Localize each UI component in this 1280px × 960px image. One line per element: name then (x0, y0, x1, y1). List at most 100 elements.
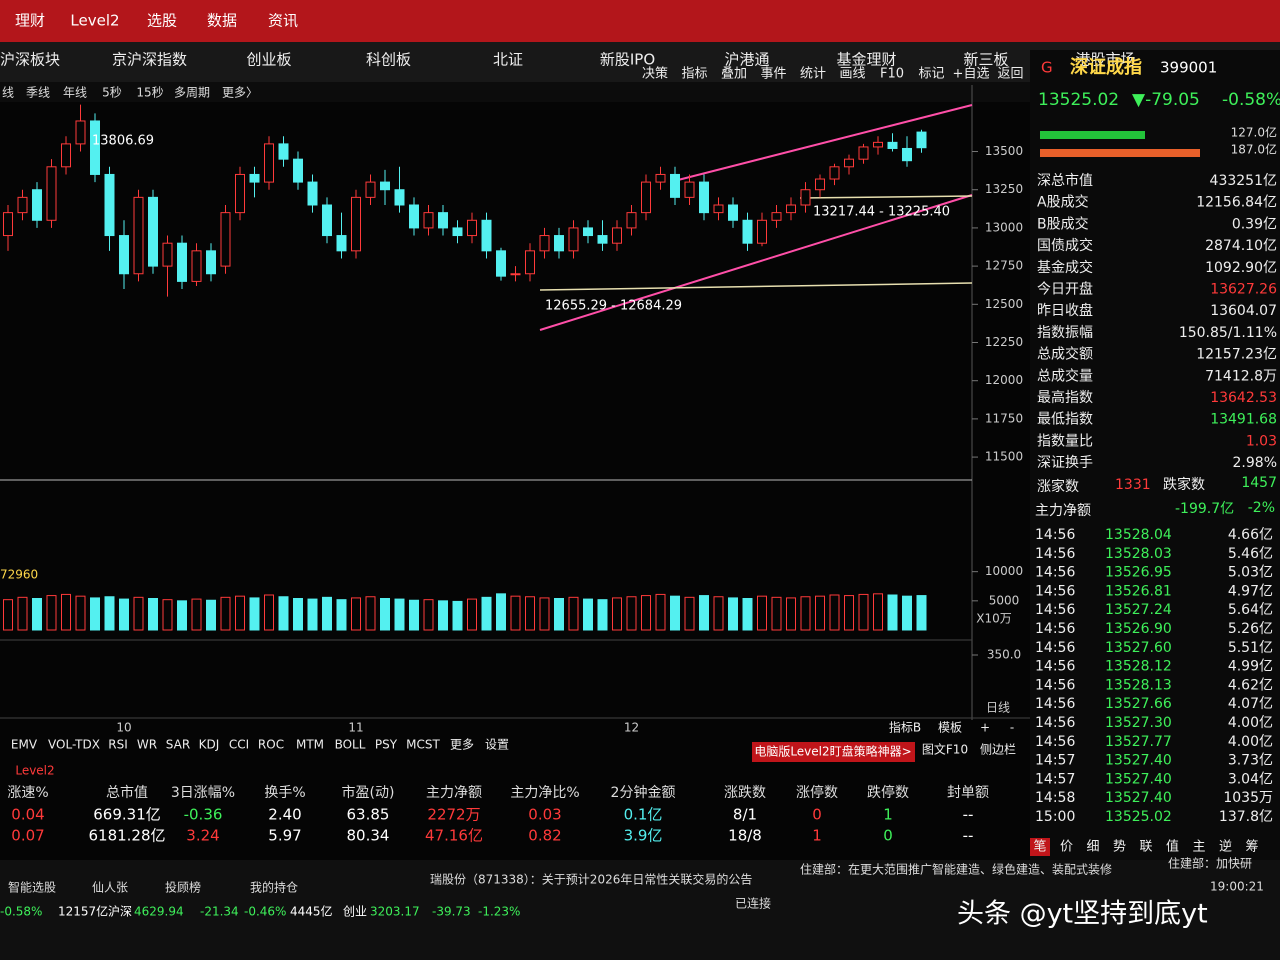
indicator-tab[interactable]: ROC (258, 738, 284, 752)
toolbar-button[interactable]: 统计 (800, 67, 826, 82)
candle-body (612, 227, 622, 244)
indicator-tab[interactable]: EMV (11, 738, 38, 752)
market-tab[interactable]: 创业板 (246, 51, 291, 69)
trade-amount: 4.99亿 (1228, 659, 1273, 675)
trend-line (677, 104, 973, 181)
volume-bar (365, 596, 376, 631)
table-tab[interactable]: Level2 (15, 764, 54, 778)
menu-item[interactable]: Level2 (70, 12, 119, 30)
trade-amount: 5.51亿 (1228, 640, 1273, 656)
panel-tab[interactable]: 逆 (1219, 839, 1232, 855)
indicator-tab[interactable]: WR (137, 738, 157, 752)
chart-tool[interactable]: + (980, 721, 990, 735)
trade-time: 14:56 (1035, 583, 1075, 599)
indicator-tab[interactable]: 更多 (450, 738, 474, 752)
panel-tab[interactable]: 细 (1086, 840, 1099, 855)
trade-time: 14:56 (1035, 565, 1075, 581)
indicator-tab[interactable]: MCST (406, 738, 440, 752)
period-button[interactable]: 5秒 (102, 86, 122, 100)
toolbar-button[interactable]: 决策 (642, 66, 668, 82)
chart-tool[interactable]: - (1010, 721, 1014, 735)
promo-banner[interactable]: 电脑版Level2盯盘策略神器> (754, 744, 911, 759)
panel-tab[interactable]: 主 (1192, 840, 1205, 855)
toolbar-button[interactable]: +自选 (953, 67, 990, 82)
market-tab[interactable]: 新三板 (963, 51, 1008, 69)
menu-item[interactable]: 数据 (207, 12, 237, 30)
indicator-tab[interactable]: CCI (229, 738, 249, 752)
side-tab[interactable]: 图文F10 (922, 742, 968, 757)
market-tab[interactable]: 北证 (493, 51, 523, 69)
market-tab[interactable]: 科创板 (366, 51, 411, 69)
trade-amount: 5.26亿 (1228, 621, 1273, 637)
panel-tab[interactable]: 笔 (1033, 839, 1046, 855)
volume-bar (162, 599, 173, 631)
chart-tool[interactable]: 指标B (889, 720, 921, 735)
panel-tab[interactable]: 价 (1060, 840, 1073, 855)
market-tab[interactable]: 京沪深指数 (112, 51, 187, 69)
market-tab[interactable]: 沪深板块 (0, 51, 60, 69)
indicator-tab[interactable]: SAR (166, 738, 190, 752)
toolbar-button[interactable]: 指标 (681, 67, 707, 82)
macd-tick-label: 350.0 (987, 648, 1021, 662)
volume-bar (684, 596, 695, 631)
support-line (539, 282, 973, 291)
period-button[interactable]: 更多〉 (222, 86, 258, 100)
panel-tab[interactable]: 筹 (1245, 839, 1258, 855)
market-tab[interactable]: 新股IPO (600, 51, 655, 69)
shortcut[interactable]: 智能选股 (8, 880, 56, 895)
menu-bar (0, 0, 1280, 42)
panel-tab[interactable]: 值 (1166, 839, 1179, 855)
toolbar-button[interactable]: 画线 (839, 67, 865, 82)
market-tab[interactable]: 基金理财 (836, 51, 896, 69)
candle-body (481, 219, 492, 252)
y-tick-label: 13500 (985, 144, 1023, 158)
volume-tick-label: 10000 (985, 564, 1023, 578)
indicator-tab[interactable]: BOLL (335, 738, 366, 752)
period-button[interactable]: 季线 (26, 86, 50, 100)
market-tab[interactable]: 港股市场 (1075, 51, 1135, 69)
indicator-tab[interactable]: KDJ (199, 738, 220, 752)
stat-value: 150.85/1.11% (1179, 325, 1277, 341)
indicator-tab[interactable]: MTM (296, 738, 324, 752)
table-header: 涨跌数 (724, 785, 766, 801)
menu-item[interactable]: 资讯 (268, 12, 298, 30)
candle-body (800, 189, 811, 206)
stat-label: 昨日收盘 (1037, 302, 1093, 319)
indicator-tab[interactable]: PSY (375, 738, 398, 752)
volume-bar (264, 594, 274, 631)
toolbar-button[interactable]: 事件 (760, 67, 786, 82)
menu-item[interactable]: 理财 (15, 12, 45, 30)
period-button[interactable]: 多周期 (174, 86, 210, 100)
indicator-tab[interactable]: VOL-TDX (48, 738, 100, 752)
shortcut[interactable]: 仙人张 (92, 881, 128, 895)
period-button[interactable]: 线 (2, 86, 14, 100)
indicator-tab[interactable]: RSI (108, 738, 128, 752)
indicator-tab[interactable]: 设置 (485, 738, 509, 752)
candle-body (684, 181, 695, 198)
side-tab[interactable]: 侧边栏 (980, 742, 1016, 757)
candle-body (365, 181, 376, 198)
stat-value: 433251亿 (1210, 173, 1277, 189)
status-item: -1.23% (478, 905, 520, 919)
status-item: 沪深 (108, 905, 132, 919)
toolbar-button[interactable]: F10 (880, 67, 904, 82)
breadth-label: 涨家数 (1037, 478, 1079, 495)
candle-body (133, 196, 144, 275)
shortcut[interactable]: 我的持仓 (250, 880, 298, 895)
market-tab[interactable]: 沪港通 (724, 51, 769, 69)
chart-tool[interactable]: 模板 (938, 721, 962, 735)
period-button[interactable]: 年线 (63, 86, 87, 100)
toolbar-button[interactable]: 叠加 (721, 67, 747, 82)
panel-tab[interactable]: 联 (1139, 840, 1152, 855)
shortcut[interactable]: 投顾榜 (165, 880, 201, 895)
volume-bar (249, 597, 260, 631)
panel-tab[interactable]: 势 (1113, 839, 1126, 855)
trade-time: 15:00 (1035, 809, 1075, 825)
trade-amount: 5.03亿 (1228, 565, 1273, 581)
period-button[interactable]: 15秒 (136, 86, 163, 100)
trade-time: 14:56 (1035, 640, 1075, 656)
menu-item[interactable]: 选股 (147, 12, 177, 30)
volume-bar (742, 598, 753, 631)
toolbar-button[interactable]: 返回 (997, 67, 1023, 82)
toolbar-button[interactable]: 标记 (918, 67, 944, 82)
